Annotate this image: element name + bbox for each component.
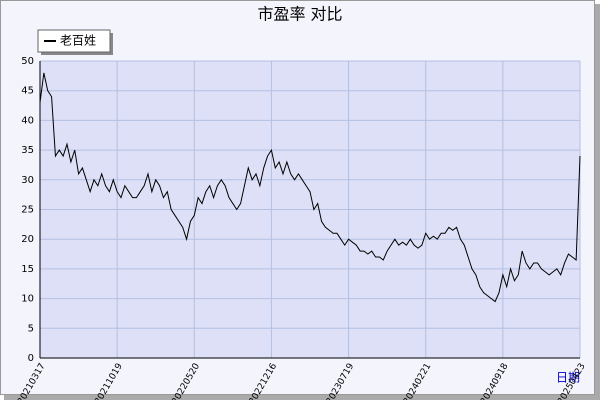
shadow — [4, 395, 600, 400]
x-axis-label: 日期 — [556, 371, 580, 385]
y-tick-label: 25 — [21, 205, 34, 216]
y-tick-label: 45 — [21, 86, 34, 97]
y-tick-label: 5 — [28, 323, 34, 334]
y-tick-label: 15 — [21, 264, 34, 275]
y-tick-label: 40 — [21, 115, 34, 126]
chart-title: 市盈率 对比 — [257, 5, 342, 24]
y-tick-label: 10 — [21, 294, 34, 305]
y-tick-label: 35 — [21, 145, 34, 156]
legend-label: 老百姓 — [60, 34, 96, 48]
y-tick-label: 30 — [21, 175, 34, 186]
shadow — [595, 4, 600, 400]
legend — [37, 29, 111, 53]
y-tick-label: 0 — [28, 353, 34, 364]
line-series — [39, 72, 581, 303]
y-tick-label: 50 — [21, 56, 34, 67]
y-tick-label: 20 — [21, 234, 34, 245]
